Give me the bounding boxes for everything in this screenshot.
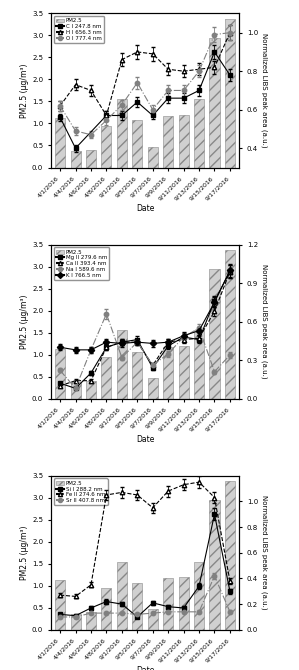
Bar (225, 481, 235, 630)
X-axis label: Date: Date (136, 666, 154, 670)
Bar (194, 99, 204, 168)
Bar (210, 269, 219, 399)
Bar (148, 378, 158, 399)
Y-axis label: Normalized LIBS peak area (a.u.): Normalized LIBS peak area (a.u.) (261, 264, 267, 379)
Bar (148, 147, 158, 168)
Bar (179, 577, 189, 630)
Bar (148, 609, 158, 630)
Y-axis label: PM2.5 (μg/m³): PM2.5 (μg/m³) (20, 525, 29, 580)
Bar (194, 330, 204, 399)
Y-axis label: PM2.5 (μg/m³): PM2.5 (μg/m³) (20, 63, 29, 118)
Bar (163, 578, 173, 630)
Bar (55, 580, 65, 630)
Bar (55, 349, 65, 399)
Bar (225, 19, 235, 168)
Bar (163, 346, 173, 399)
Bar (86, 612, 96, 630)
Bar (194, 561, 204, 630)
Bar (179, 115, 189, 168)
Bar (117, 99, 127, 168)
Bar (117, 561, 127, 630)
Bar (210, 500, 219, 630)
Bar (132, 352, 142, 399)
Bar (132, 121, 142, 168)
X-axis label: Date: Date (136, 204, 154, 213)
Y-axis label: Normalized LIBS peak area (a.u.): Normalized LIBS peak area (a.u.) (261, 33, 267, 148)
Bar (117, 330, 127, 399)
Y-axis label: Normalized LIBS peak area (a.u.): Normalized LIBS peak area (a.u.) (261, 495, 267, 610)
Bar (210, 38, 219, 168)
Bar (179, 346, 189, 399)
Bar (163, 115, 173, 168)
Y-axis label: PM2.5 (μg/m³): PM2.5 (μg/m³) (20, 294, 29, 349)
Legend: PM2.5, Si I 288.2 nm, Fe II 274.6 nm, Sr II 407.8 nm: PM2.5, Si I 288.2 nm, Fe II 274.6 nm, Sr… (54, 478, 108, 505)
Legend: PM2.5, C I 247.8 nm, H I 656.3 nm, O I 777.4 nm: PM2.5, C I 247.8 nm, H I 656.3 nm, O I 7… (54, 16, 104, 43)
Legend: PM2.5, Mg II 279.6 nm, Ca II 393.4 nm, Na I 589.6 nm, K I 766.5 nm: PM2.5, Mg II 279.6 nm, Ca II 393.4 nm, N… (54, 247, 109, 280)
Bar (86, 381, 96, 399)
Bar (71, 614, 80, 630)
Bar (101, 588, 112, 630)
Bar (225, 250, 235, 399)
Bar (86, 150, 96, 168)
Bar (71, 383, 80, 399)
Bar (55, 118, 65, 168)
Bar (132, 583, 142, 630)
X-axis label: Date: Date (136, 435, 154, 444)
Bar (101, 357, 112, 399)
Bar (101, 126, 112, 168)
Bar (71, 151, 80, 168)
